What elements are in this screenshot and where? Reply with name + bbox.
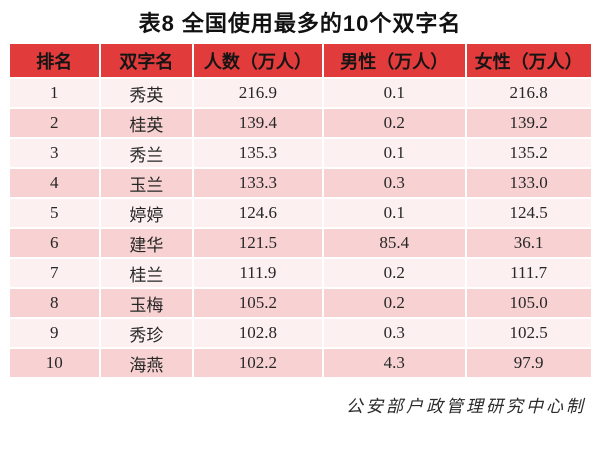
table-cell: 36.1 [466,229,591,257]
table-cell: 216.9 [193,79,322,107]
table-cell: 6 [9,229,99,257]
table-cell: 216.8 [466,79,591,107]
table-cell: 0.1 [323,199,465,227]
names-table: 排名 双字名 人数（万人） 男性（万人） 女性（万人） 1 秀英 216.9 0.1 216.8… [8,42,593,379]
table-row: 6 建华 121.5 85.4 36.1 [9,229,591,257]
table-cell: 桂兰 [100,259,192,287]
table-cell: 5 [9,199,99,227]
table-cell: 133.0 [466,169,591,197]
table-row: 5 婷婷 124.6 0.1 124.5 [9,199,591,227]
table-cell: 0.1 [323,79,465,107]
table-cell: 85.4 [323,229,465,257]
table-cell: 124.5 [466,199,591,227]
table-cell: 121.5 [193,229,322,257]
table-title: 表8 全国使用最多的10个双字名 [138,11,462,36]
table-row: 7 桂兰 111.9 0.2 111.7 [9,259,591,287]
table-cell: 102.2 [193,349,322,377]
table-cell: 135.2 [466,139,591,167]
table-cell: 139.4 [193,109,322,137]
table-cell: 105.0 [466,289,591,317]
table-cell: 秀英 [100,79,192,107]
header-row: 排名 双字名 人数（万人） 男性（万人） 女性（万人） [9,44,591,77]
table-cell: 111.9 [193,259,322,287]
table-header: 排名 双字名 人数（万人） 男性（万人） 女性（万人） [9,44,591,77]
table-cell: 135.3 [193,139,322,167]
source-note: 公安部户政管理研究中心制 [346,397,586,417]
table-cell: 0.3 [323,169,465,197]
table-cell: 0.1 [323,139,465,167]
table-cell: 0.2 [323,289,465,317]
table-cell: 139.2 [466,109,591,137]
column-header: 男性（万人） [323,44,465,77]
table-cell: 秀珍 [100,319,192,347]
table-body: 1 秀英 216.9 0.1 216.8 2 桂英 139.4 0.2 139.2 3 秀兰 135.3… [9,79,591,377]
table-cell: 秀兰 [100,139,192,167]
table-cell: 105.2 [193,289,322,317]
table-cell: 婷婷 [100,199,192,227]
table-row: 3 秀兰 135.3 0.1 135.2 [9,139,591,167]
table-cell: 玉梅 [100,289,192,317]
table-cell: 0.3 [323,319,465,347]
table-row: 2 桂英 139.4 0.2 139.2 [9,109,591,137]
table-cell: 7 [9,259,99,287]
table-cell: 桂英 [100,109,192,137]
table-cell: 4.3 [323,349,465,377]
column-header: 人数（万人） [193,44,322,77]
column-header: 女性（万人） [466,44,591,77]
table-row: 1 秀英 216.9 0.1 216.8 [9,79,591,107]
table-row: 4 玉兰 133.3 0.3 133.0 [9,169,591,197]
table-cell: 8 [9,289,99,317]
table-cell: 102.5 [466,319,591,347]
table-cell: 9 [9,319,99,347]
table-cell: 海燕 [100,349,192,377]
table-row: 9 秀珍 102.8 0.3 102.5 [9,319,591,347]
table-cell: 97.9 [466,349,591,377]
table-cell: 0.2 [323,109,465,137]
column-header: 双字名 [100,44,192,77]
table-row: 8 玉梅 105.2 0.2 105.0 [9,289,591,317]
table-cell: 3 [9,139,99,167]
table-row: 10 海燕 102.2 4.3 97.9 [9,349,591,377]
table-cell: 124.6 [193,199,322,227]
table-cell: 133.3 [193,169,322,197]
table-cell: 0.2 [323,259,465,287]
table-cell: 102.8 [193,319,322,347]
table-cell: 1 [9,79,99,107]
table-cell: 2 [9,109,99,137]
table-cell: 4 [9,169,99,197]
table-cell: 111.7 [466,259,591,287]
table-cell: 建华 [100,229,192,257]
column-header: 排名 [9,44,99,77]
table-cell: 玉兰 [100,169,192,197]
table-cell: 10 [9,349,99,377]
